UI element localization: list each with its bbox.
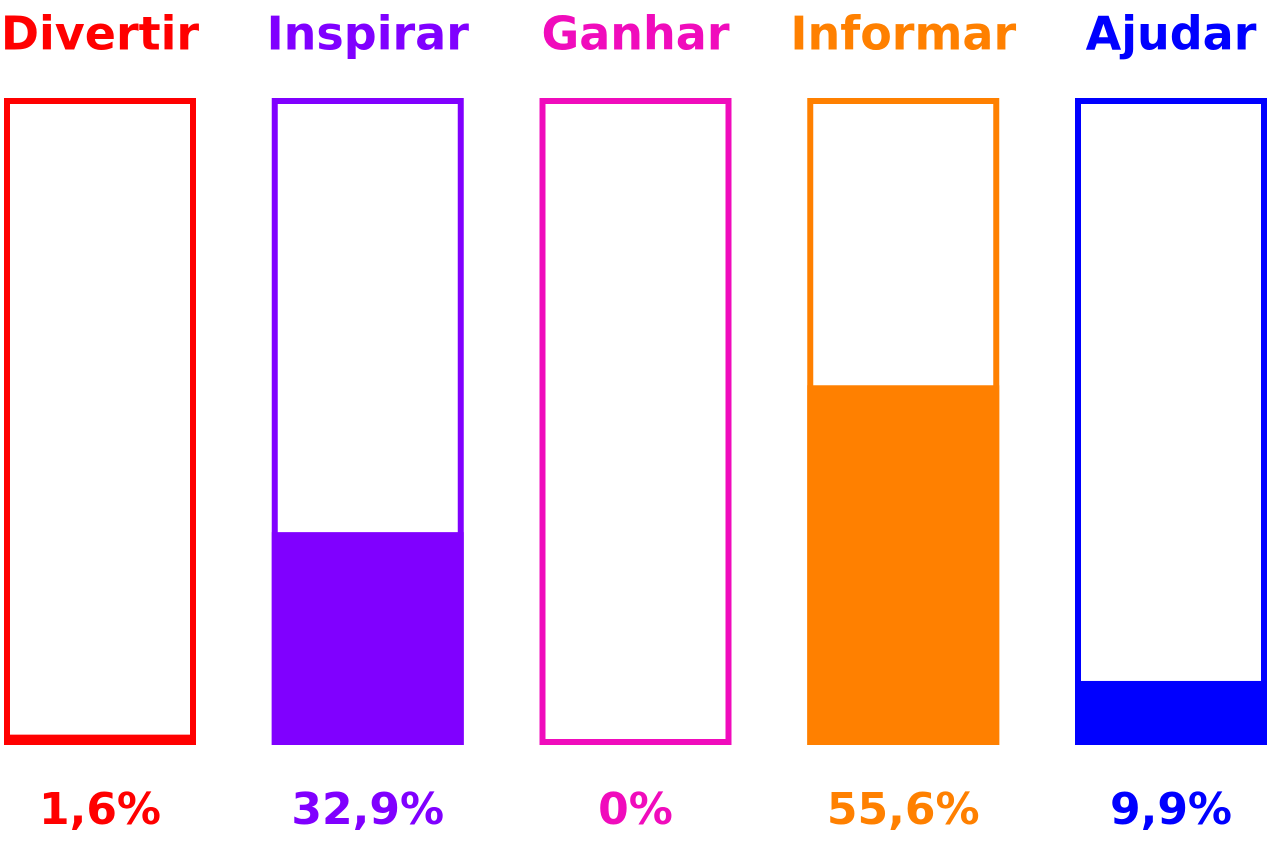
value-label: 1,6%	[39, 784, 161, 835]
value-label: 0%	[598, 784, 673, 835]
category-label: Divertir	[1, 7, 200, 61]
bar	[807, 385, 1000, 745]
category-label: Informar	[790, 7, 1016, 61]
value-label: 9,9%	[1110, 784, 1232, 835]
bar-frame	[271, 98, 464, 745]
bar-frame	[807, 98, 1000, 745]
bar-frame	[539, 98, 732, 745]
value-label: 32,9%	[291, 784, 444, 835]
category-label: Ajudar	[1086, 7, 1257, 61]
bar-frame	[1075, 98, 1267, 745]
category-label: Ganhar	[541, 7, 729, 61]
bar	[271, 532, 464, 745]
bar	[1075, 680, 1267, 745]
value-label: 55,6%	[827, 784, 980, 835]
bar-frame	[4, 98, 196, 745]
category-label: Inspirar	[267, 7, 470, 61]
